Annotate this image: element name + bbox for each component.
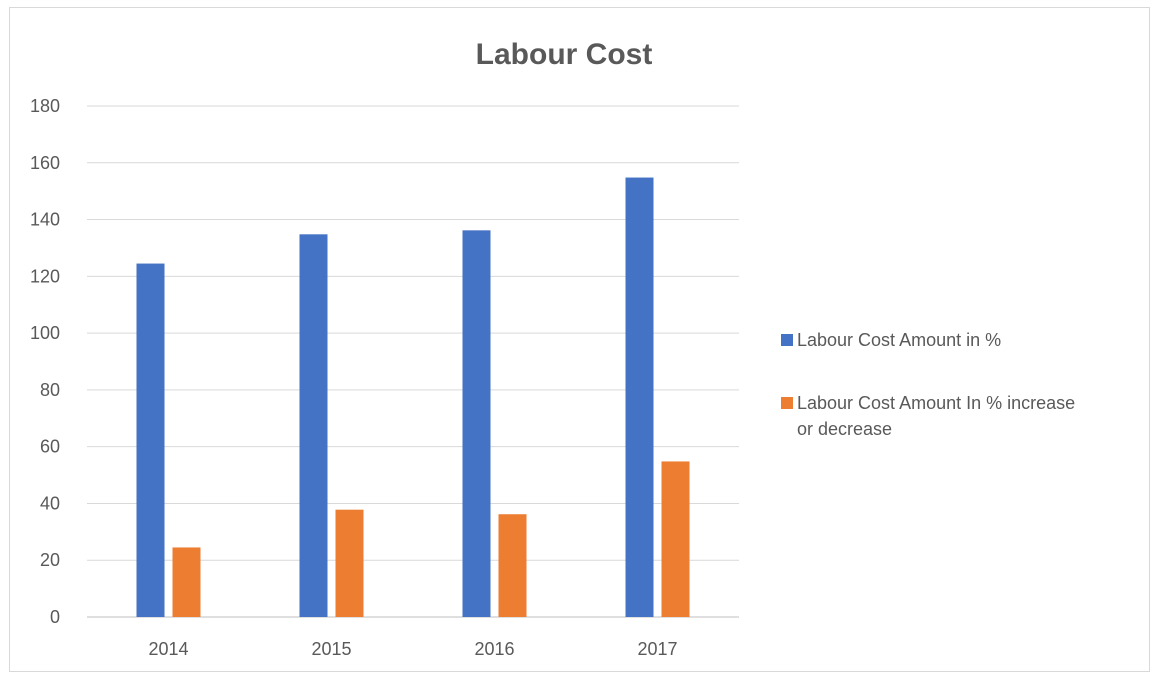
y-tick-label: 100: [30, 323, 60, 343]
y-tick-label: 20: [40, 550, 60, 570]
bar-series-1-2014: [136, 263, 165, 617]
y-tick-label: 0: [50, 607, 60, 627]
x-tick-label: 2016: [474, 639, 514, 659]
legend-swatch-2: [781, 397, 793, 409]
chart-title: Labour Cost: [476, 38, 653, 71]
y-tick-label: 80: [40, 380, 60, 400]
legend: Labour Cost Amount in % Labour Cost Amoun…: [781, 330, 1075, 439]
y-tick-label: 160: [30, 153, 60, 173]
y-tick-label: 40: [40, 493, 60, 513]
legend-swatch-1: [781, 334, 793, 346]
bars: [136, 177, 690, 618]
y-axis-ticks: 0 20 40 60 80 100 120 140 160 180: [30, 96, 60, 627]
y-tick-label: 60: [40, 437, 60, 457]
y-tick-label: 120: [30, 266, 60, 286]
bar-series-2-2016: [498, 514, 527, 617]
bar-series-2-2014: [172, 547, 201, 617]
x-tick-label: 2015: [311, 639, 351, 659]
bar-series-2-2017: [661, 461, 690, 617]
legend-label-1: Labour Cost Amount in %: [797, 330, 1001, 350]
x-axis-ticks: 2014 2015 2016 2017: [148, 639, 677, 659]
x-tick-label: 2017: [637, 639, 677, 659]
bar-series-1-2015: [299, 234, 328, 617]
bar-series-1-2016: [462, 230, 491, 618]
x-tick-label: 2014: [148, 639, 188, 659]
y-tick-label: 180: [30, 96, 60, 116]
y-tick-label: 140: [30, 210, 60, 230]
bar-series-2-2015: [335, 509, 364, 617]
legend-label-2: Labour Cost Amount In % increase or decre…: [797, 393, 1075, 439]
bar-series-1-2017: [625, 177, 654, 618]
